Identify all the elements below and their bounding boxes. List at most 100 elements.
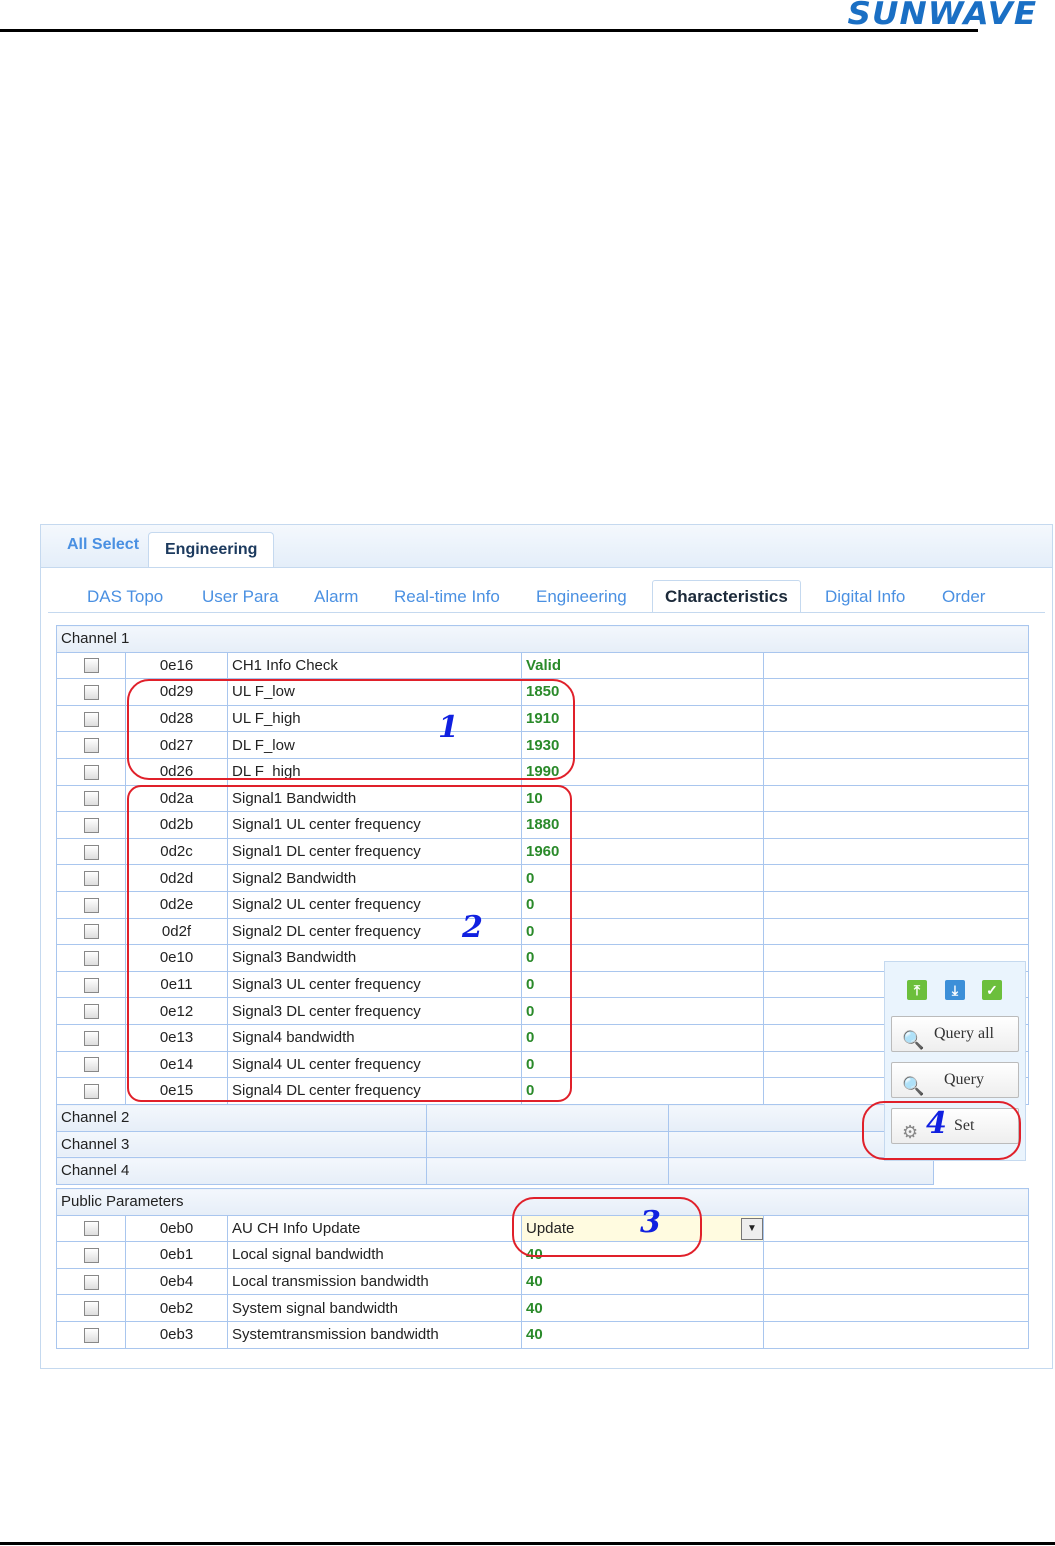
table-row: 0eb4 Local transmission bandwidth 40 [56,1267,1029,1296]
collapsed-channels: Channel 2 Channel 3 Channel 4 [56,1104,935,1185]
tab-engineering-top[interactable]: Engineering [148,532,275,567]
annotation-box-4 [862,1101,1021,1160]
param-code: 0eb0 [125,1214,228,1243]
row-checkbox[interactable] [83,1301,99,1317]
footer-rule [0,1542,1055,1545]
table-row: 0e10 Signal3 Bandwidth 0 [56,944,1029,972]
channel-header[interactable]: Channel 2 [56,1104,935,1132]
table-row: 0eb2 System signal bandwidth 40 [56,1294,1029,1322]
tab-realtime-info[interactable]: Real-time Info [394,587,500,606]
tab-user-para[interactable]: User Para [202,587,279,606]
param-name: Local transmission bandwidth [227,1267,522,1296]
param-name: Local signal bandwidth [227,1241,522,1269]
param-name: Signal4 UL center frequency [227,1050,522,1079]
param-value[interactable]: 1990 [521,757,764,786]
param-name: Signal3 Bandwidth [227,944,522,972]
param-code: 0eb2 [125,1294,228,1322]
param-code: 0e11 [125,970,228,999]
row-checkbox[interactable] [83,764,99,780]
tab-all-select[interactable]: All Select [67,536,140,553]
row-checkbox[interactable] [83,977,99,993]
check-icon[interactable]: ✓ [982,980,1002,1000]
param-value[interactable]: 0 [521,1050,764,1079]
param-value[interactable]: 40 [521,1241,764,1269]
row-checkbox[interactable] [83,871,99,887]
param-name: DL F_low [227,731,522,759]
set-button[interactable]: ⚙ Set [891,1108,1019,1144]
param-code: 0d2f [125,917,228,946]
param-code: 0eb3 [125,1320,228,1349]
channel-header[interactable]: Channel 3 [56,1130,935,1159]
param-value[interactable]: 40 [521,1267,764,1296]
row-checkbox[interactable] [83,1248,99,1264]
param-code: 0d28 [125,704,228,733]
upload-icon[interactable]: ⤒ [907,980,927,1000]
row-checkbox[interactable] [83,658,99,674]
param-value[interactable]: 0 [521,997,764,1025]
param-value[interactable]: 0 [521,864,764,892]
param-value[interactable]: 0 [521,890,764,919]
annotation-label-1: 1 [438,710,459,745]
table-row: 0d2e Signal2 UL center frequency 0 [56,890,1029,919]
param-value[interactable]: 1930 [521,731,764,759]
tab-engineering[interactable]: Engineering [536,587,627,606]
param-name: AU CH Info Update [227,1214,522,1243]
param-code: 0e16 [125,651,228,680]
row-checkbox[interactable] [83,1057,99,1073]
param-name: Signal3 UL center frequency [227,970,522,999]
chevron-down-icon[interactable]: ▼ [741,1217,763,1240]
table-row: 0d28 UL F_high 1910 [56,704,1029,733]
param-name: System signal bandwidth [227,1294,522,1322]
public-params-header[interactable]: Public Parameters [56,1188,1029,1216]
tab-das-topo[interactable]: DAS Topo [87,587,164,606]
param-name: DL F_high [227,757,522,786]
param-value[interactable]: 0 [521,970,764,999]
param-name: Systemtransmission bandwidth [227,1320,522,1349]
table-row: 0eb3 Systemtransmission bandwidth 40 [56,1320,1029,1349]
tab-characteristics[interactable]: Characteristics [652,580,801,613]
row-checkbox[interactable] [83,1083,99,1099]
magnifier-icon: 🔍 [902,1076,925,1096]
row-checkbox[interactable] [83,738,99,754]
tab-alarm[interactable]: Alarm [314,587,359,606]
table-row: 0e16 CH1 Info Check Valid [56,651,1029,680]
tab-digital-info[interactable]: Digital Info [825,587,906,606]
param-code: 0e10 [125,944,228,972]
query-button[interactable]: 🔍 Query [891,1062,1019,1098]
content-area [48,612,1045,1363]
row-checkbox[interactable] [83,1274,99,1290]
annotation-box-1 [127,679,575,780]
row-checkbox[interactable] [83,685,99,701]
row-checkbox[interactable] [83,1221,99,1237]
row-checkbox[interactable] [83,711,99,727]
param-value[interactable]: 0 [521,944,764,972]
update-select[interactable]: Update ▼ [521,1214,764,1243]
param-code: 0d29 [125,678,228,706]
download-icon[interactable]: ⤓ [945,980,965,1000]
param-value[interactable]: 1960 [521,837,764,866]
param-name: Signal1 UL center frequency [227,811,522,839]
param-value[interactable]: Valid [521,651,764,680]
tab-order[interactable]: Order [942,587,986,606]
row-checkbox[interactable] [83,1004,99,1020]
query-all-button[interactable]: 🔍 Query all [891,1016,1019,1052]
channel1-header[interactable]: Channel 1 [56,625,1029,653]
row-checkbox[interactable] [83,844,99,860]
row-checkbox[interactable] [83,950,99,966]
row-checkbox[interactable] [83,1327,99,1343]
param-value[interactable]: 0 [521,1023,764,1052]
param-value[interactable]: 40 [521,1294,764,1322]
channel1-table: Channel 1 0e16 CH1 Info Check Valid 0d29 … [56,625,1029,1105]
row-checkbox[interactable] [83,817,99,833]
param-value[interactable]: 40 [521,1320,764,1349]
row-checkbox[interactable] [83,897,99,913]
table-row: 0d2f Signal2 DL center frequency 0 [56,917,1029,946]
row-checkbox[interactable] [83,791,99,807]
row-checkbox[interactable] [83,1030,99,1046]
annotation-box-3 [512,1197,702,1257]
row-checkbox[interactable] [83,924,99,940]
param-value[interactable]: 1880 [521,811,764,839]
channel-header[interactable]: Channel 4 [56,1157,935,1185]
action-panel: ⤒ ⤓ ✓ 🔍 Query all 🔍 Query ⚙ Set [884,961,1026,1161]
table-row: 0d29 UL F_low 1850 [56,678,1029,706]
